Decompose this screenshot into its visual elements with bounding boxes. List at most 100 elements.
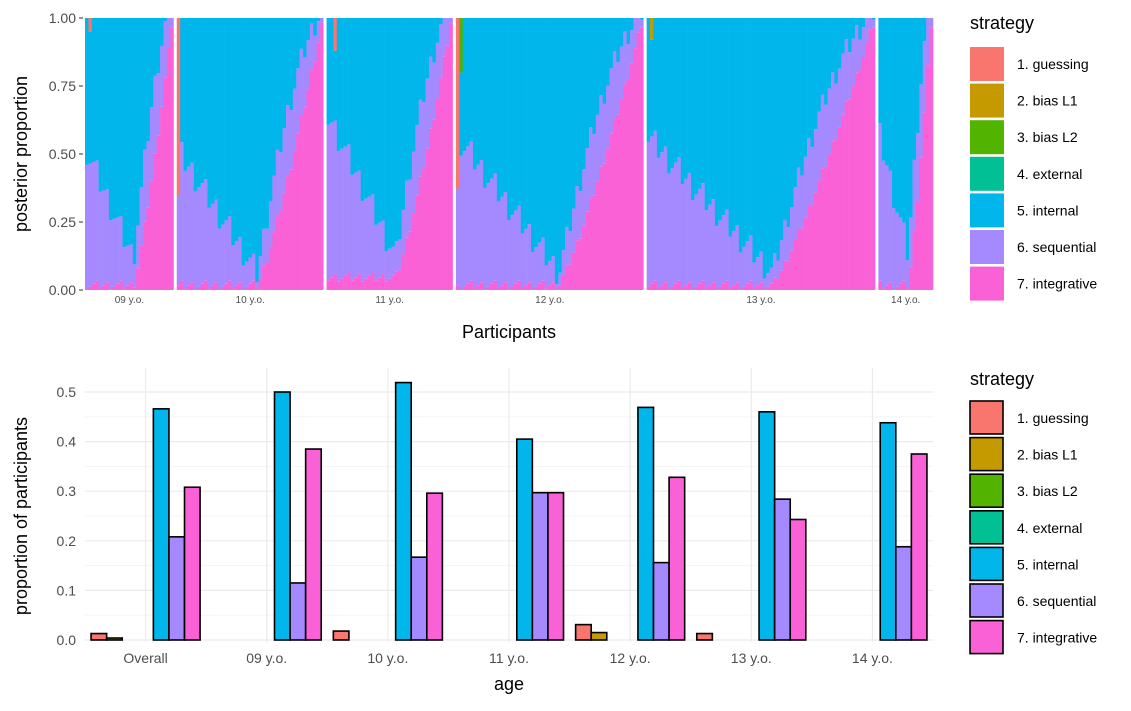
participant-segment-7-integrative bbox=[296, 133, 300, 290]
participant-segment-6-sequential bbox=[112, 218, 117, 287]
bar-2-bias-l1 bbox=[105, 637, 124, 641]
participant-segment-7-integrative bbox=[425, 148, 430, 290]
bar-5-internal bbox=[394, 381, 413, 641]
participant-segment-7-integrative bbox=[548, 285, 552, 290]
participant-segment-6-sequential bbox=[701, 183, 705, 281]
participant-segment-7-integrative bbox=[878, 280, 883, 290]
participant-segment-7-integrative bbox=[544, 288, 549, 290]
participant-segment-5-internal bbox=[370, 18, 375, 195]
participant-segment-6-sequential bbox=[766, 273, 770, 287]
participant-segment-6-sequential bbox=[881, 160, 886, 289]
participant-segment-7-integrative bbox=[476, 285, 481, 290]
participant-segment-7-integrative bbox=[786, 261, 791, 290]
participant-segment-6-sequential bbox=[483, 187, 487, 290]
participant-segment-7-integrative bbox=[520, 288, 525, 290]
participant-segment-7-integrative bbox=[329, 277, 334, 290]
participant-segment-5-internal bbox=[534, 18, 539, 248]
participant-segment-7-integrative bbox=[708, 285, 712, 290]
participant-segment-7-integrative bbox=[415, 195, 420, 290]
x-tick-12-y-o: 12 y.o. bbox=[535, 295, 564, 306]
participant-segment-6-sequential bbox=[793, 187, 798, 241]
participant-segment-5-internal bbox=[848, 18, 852, 53]
x-tick-10-y-o: 10 y.o. bbox=[236, 295, 265, 306]
legend-key-7-integrative bbox=[969, 619, 1004, 655]
participant-segment-7-integrative bbox=[912, 230, 917, 290]
participant-segment-5-internal bbox=[629, 18, 634, 31]
participant-segment-5-internal bbox=[871, 18, 876, 20]
participant-segment-7-integrative bbox=[210, 285, 215, 290]
participant-segment-5-internal bbox=[279, 18, 283, 153]
participant-segment-7-integrative bbox=[299, 115, 304, 291]
participant-segment-7-integrative bbox=[466, 283, 470, 290]
participant-segment-7-integrative bbox=[861, 57, 866, 290]
participant-segment-7-integrative bbox=[633, 48, 638, 290]
participant-segment-6-sequential bbox=[343, 146, 348, 276]
y-tick-label: 0.25 bbox=[49, 214, 76, 230]
participant-segment-6-sequential bbox=[490, 178, 494, 284]
group-separator bbox=[643, 18, 647, 290]
group-14-y-o bbox=[878, 18, 934, 291]
participant-segment-5-internal bbox=[132, 18, 137, 265]
participant-segment-7-integrative bbox=[275, 216, 280, 290]
group-separator bbox=[173, 18, 177, 290]
participant-segment-7-integrative bbox=[517, 280, 522, 290]
participant-segment-7-integrative bbox=[493, 280, 498, 290]
participant-segment-7-integrative bbox=[898, 283, 903, 290]
participant-segment-5-internal bbox=[790, 18, 794, 207]
participant-segment-5-internal bbox=[691, 18, 695, 200]
participant-segment-6-sequential bbox=[527, 224, 532, 283]
participant-segment-7-integrative bbox=[384, 281, 389, 290]
participant-segment-6-sequential bbox=[783, 219, 787, 261]
participant-segment-6-sequential bbox=[275, 149, 280, 217]
participant-segment-6-sequential bbox=[640, 19, 644, 28]
participant-segment-6-sequential bbox=[623, 31, 627, 85]
participant-segment-7-integrative bbox=[694, 286, 699, 290]
participant-segment-5-internal bbox=[854, 18, 859, 26]
participant-segment-7-integrative bbox=[865, 43, 869, 290]
participant-segment-6-sequential bbox=[442, 18, 447, 57]
participant-segment-5-internal bbox=[193, 18, 198, 192]
participant-segment-6-sequential bbox=[394, 241, 399, 272]
participant-segment-5-internal bbox=[258, 18, 263, 257]
participant-segment-7-integrative bbox=[143, 221, 147, 290]
participant-segment-7-integrative bbox=[364, 278, 368, 290]
participant-segment-6-sequential bbox=[905, 260, 910, 289]
legend-label-3-bias-l2: 3. bias L2 bbox=[1017, 129, 1078, 145]
y-tick-label: 0.4 bbox=[57, 434, 77, 450]
participant-segment-6-sequential bbox=[231, 245, 236, 289]
participant-segment-7-integrative bbox=[742, 286, 746, 290]
participant-segment-6-sequential bbox=[926, 18, 930, 66]
participant-segment-5-internal bbox=[357, 18, 361, 171]
participant-segment-5-internal bbox=[602, 18, 607, 104]
participant-segment-6-sequential bbox=[892, 207, 896, 290]
participant-segment-7-integrative bbox=[405, 237, 409, 290]
participant-segment-5-internal bbox=[231, 18, 236, 245]
participant-segment-5-internal bbox=[122, 18, 127, 248]
participant-segment-6-sequential bbox=[687, 172, 692, 283]
participant-segment-5-internal bbox=[626, 18, 631, 45]
participant-segment-5-internal bbox=[479, 18, 484, 161]
participant-segment-7-integrative bbox=[895, 286, 900, 290]
participant-segment-6-sequential bbox=[98, 191, 103, 289]
participant-segment-5-internal bbox=[752, 18, 757, 263]
participant-segment-6-sequential bbox=[391, 246, 396, 276]
participant-segment-6-sequential bbox=[544, 265, 549, 289]
participant-segment-5-internal bbox=[558, 18, 563, 273]
y-tick-label: 1.00 bbox=[49, 10, 76, 26]
participant-segment-5-internal bbox=[912, 18, 917, 160]
participant-segment-6-sequential bbox=[534, 247, 539, 287]
legend-label-6-sequential: 6. sequential bbox=[1017, 593, 1096, 609]
participant-segment-7-integrative bbox=[112, 286, 117, 290]
participant-segment-5-internal bbox=[895, 18, 900, 213]
participant-segment-1-guessing bbox=[176, 18, 181, 196]
participant-segment-6-sequential bbox=[200, 183, 205, 284]
participant-segment-5-internal bbox=[831, 18, 835, 73]
participant-segment-7-integrative bbox=[537, 283, 542, 290]
participant-segment-7-integrative bbox=[316, 42, 321, 290]
participant-segment-6-sequential bbox=[333, 120, 338, 275]
participant-segment-5-internal bbox=[796, 18, 801, 168]
participant-segment-7-integrative bbox=[813, 192, 818, 290]
participant-segment-6-sequential bbox=[296, 68, 300, 134]
participant-segment-7-integrative bbox=[626, 79, 631, 290]
participant-segment-7-integrative bbox=[197, 286, 201, 290]
